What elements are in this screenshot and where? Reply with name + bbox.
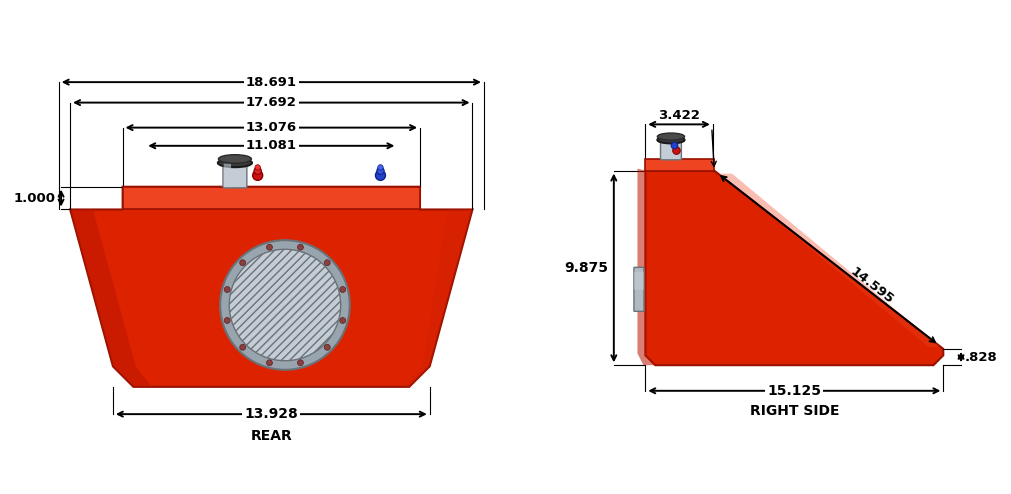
Circle shape [224, 318, 231, 324]
Circle shape [240, 344, 246, 350]
Circle shape [325, 260, 331, 266]
Circle shape [267, 244, 272, 250]
Polygon shape [645, 159, 715, 170]
Circle shape [253, 170, 263, 180]
Circle shape [375, 170, 385, 180]
Text: 9.875: 9.875 [564, 261, 608, 275]
Polygon shape [70, 187, 472, 387]
Circle shape [220, 240, 350, 370]
Circle shape [240, 260, 246, 266]
FancyBboxPatch shape [660, 140, 681, 160]
Text: 17.692: 17.692 [246, 96, 297, 109]
FancyBboxPatch shape [223, 163, 247, 188]
Circle shape [224, 287, 231, 292]
Circle shape [297, 244, 303, 250]
Circle shape [340, 287, 346, 292]
Circle shape [377, 167, 384, 174]
Text: 11.081: 11.081 [246, 139, 297, 152]
FancyBboxPatch shape [634, 272, 644, 289]
Text: .828: .828 [964, 351, 997, 364]
Polygon shape [645, 170, 943, 365]
Polygon shape [122, 187, 420, 209]
Text: 18.691: 18.691 [246, 76, 297, 88]
Circle shape [254, 167, 261, 174]
Circle shape [378, 165, 383, 170]
Circle shape [340, 318, 346, 324]
Ellipse shape [657, 136, 684, 143]
Text: 13.928: 13.928 [245, 407, 298, 421]
Polygon shape [402, 209, 472, 387]
Ellipse shape [657, 133, 684, 140]
FancyBboxPatch shape [634, 267, 644, 311]
Text: 1.000: 1.000 [13, 192, 56, 205]
Circle shape [255, 165, 261, 170]
Circle shape [229, 249, 341, 361]
FancyBboxPatch shape [223, 164, 232, 187]
Circle shape [325, 344, 331, 350]
Ellipse shape [218, 159, 252, 167]
Circle shape [297, 360, 303, 366]
Circle shape [672, 147, 680, 154]
Text: 14.595: 14.595 [848, 265, 896, 307]
Text: 15.125: 15.125 [767, 384, 821, 398]
Text: RIGHT SIDE: RIGHT SIDE [749, 404, 839, 417]
Text: 3.422: 3.422 [658, 109, 700, 122]
Circle shape [671, 142, 677, 149]
Polygon shape [70, 209, 152, 387]
Polygon shape [720, 173, 940, 347]
Circle shape [267, 360, 272, 366]
Text: 13.076: 13.076 [246, 121, 297, 134]
Polygon shape [638, 168, 655, 365]
Ellipse shape [218, 155, 252, 164]
Text: REAR: REAR [251, 429, 292, 443]
